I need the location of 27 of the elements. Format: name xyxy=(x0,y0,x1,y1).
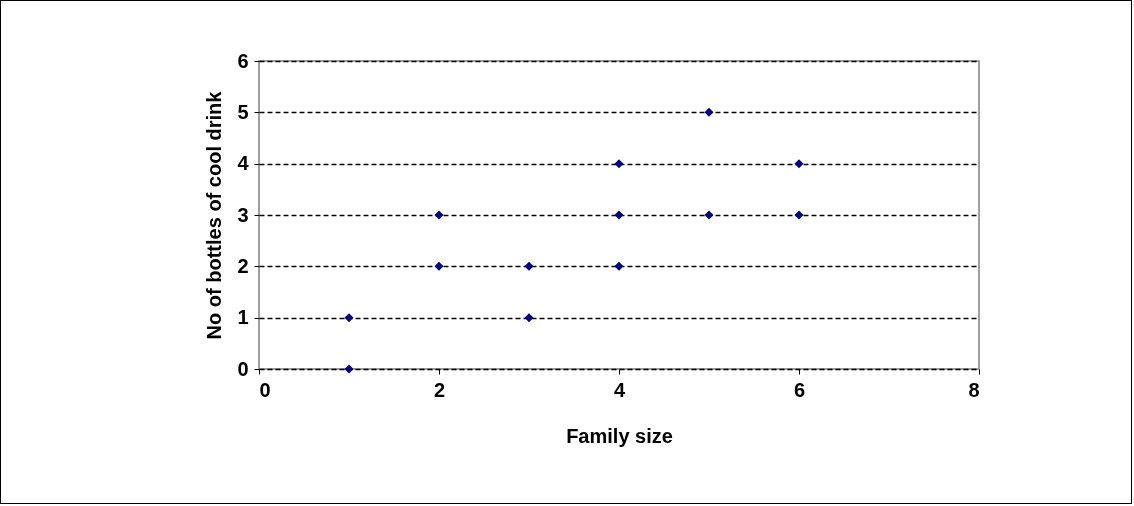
point xyxy=(434,261,444,271)
y-tick-label: 0 xyxy=(237,357,249,380)
x-tick-label: 4 xyxy=(613,378,626,401)
x-axis-title: Family size xyxy=(566,424,673,447)
y-tick-label: 3 xyxy=(237,203,249,226)
x-tick-label: 8 xyxy=(968,378,980,401)
x-tick-label: 0 xyxy=(259,378,271,401)
point xyxy=(794,159,804,169)
point xyxy=(704,210,714,220)
point xyxy=(704,107,714,117)
y-tick-label: 5 xyxy=(237,100,249,123)
point xyxy=(794,210,804,220)
point xyxy=(434,210,444,220)
y-tick-label: 1 xyxy=(237,306,249,329)
point xyxy=(344,313,354,323)
point xyxy=(614,261,624,271)
y-tick-label: 6 xyxy=(237,49,249,72)
point xyxy=(524,313,534,323)
x-tick-label: 2 xyxy=(433,378,446,401)
point xyxy=(614,159,624,169)
point xyxy=(614,210,624,220)
point xyxy=(344,364,354,374)
y-axis-title: No of bottles of cool drink xyxy=(203,90,226,340)
y-tick-label: 2 xyxy=(237,254,249,277)
point xyxy=(524,261,534,271)
y-tick-label: 4 xyxy=(237,152,250,175)
x-tick-label: 6 xyxy=(793,378,806,401)
